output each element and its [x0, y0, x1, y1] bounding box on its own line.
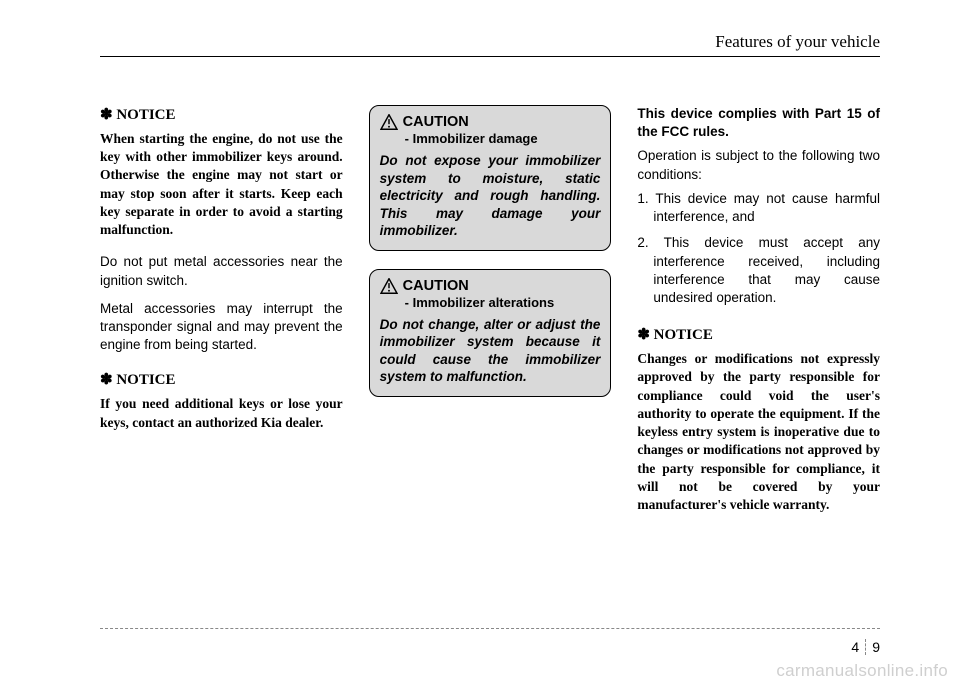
notice-heading: ✽ NOTICE: [100, 370, 343, 389]
caution-body: Do not change, alter or adjust the immob…: [380, 316, 601, 386]
notice-body: Changes or modifications not expressly a…: [637, 350, 880, 514]
caution-label: CAUTION: [403, 114, 469, 130]
footer-rule: [100, 628, 880, 629]
watermark: carmanualsonline.info: [776, 661, 948, 681]
content-columns: ✽ NOTICE When starting the engine, do no…: [100, 105, 880, 528]
caution-label: CAUTION: [403, 278, 469, 294]
paragraph: Metal accessories may interrupt the tran…: [100, 300, 343, 355]
notice-body: If you need additional keys or lose your…: [100, 395, 343, 431]
header-title: Features of your vehicle: [715, 32, 880, 52]
fcc-title: This device complies with Part 15 of the…: [637, 105, 880, 141]
caution-sublabel: - Immobilizer damage: [405, 131, 538, 147]
notice-heading: ✽ NOTICE: [637, 325, 880, 344]
column-2: CAUTION - Immobilizer damage Do not expo…: [369, 105, 612, 528]
caution-box-damage: CAUTION - Immobilizer damage Do not expo…: [369, 105, 612, 251]
notice-body: When starting the engine, do not use the…: [100, 130, 343, 239]
caution-title-row: CAUTION - Immobilizer alterations: [380, 277, 601, 313]
page-number-page: 9: [866, 639, 880, 655]
paragraph: Do not put metal accessories near the ig…: [100, 253, 343, 289]
header-rule: [100, 56, 880, 57]
page: Features of your vehicle ✽ NOTICE When s…: [0, 0, 960, 689]
page-number-chapter: 4: [851, 639, 866, 655]
caution-sublabel: - Immobilizer alterations: [405, 295, 555, 311]
column-3: This device complies with Part 15 of the…: [637, 105, 880, 528]
caution-title-row: CAUTION - Immobilizer damage: [380, 113, 601, 149]
notice-heading: ✽ NOTICE: [100, 105, 343, 124]
warning-triangle-icon: [380, 278, 398, 294]
column-1: ✽ NOTICE When starting the engine, do no…: [100, 105, 343, 528]
list-item: 1. This device may not cause harmful int…: [637, 190, 880, 226]
paragraph: Operation is subject to the following tw…: [637, 147, 880, 183]
list-item: 2. This device must accept any interfere…: [637, 234, 880, 307]
caution-body: Do not expose your immobilizer system to…: [380, 152, 601, 240]
caution-box-alterations: CAUTION - Immobilizer alterations Do not…: [369, 269, 612, 397]
warning-triangle-icon: [380, 114, 398, 130]
page-number: 4 9: [851, 639, 880, 655]
